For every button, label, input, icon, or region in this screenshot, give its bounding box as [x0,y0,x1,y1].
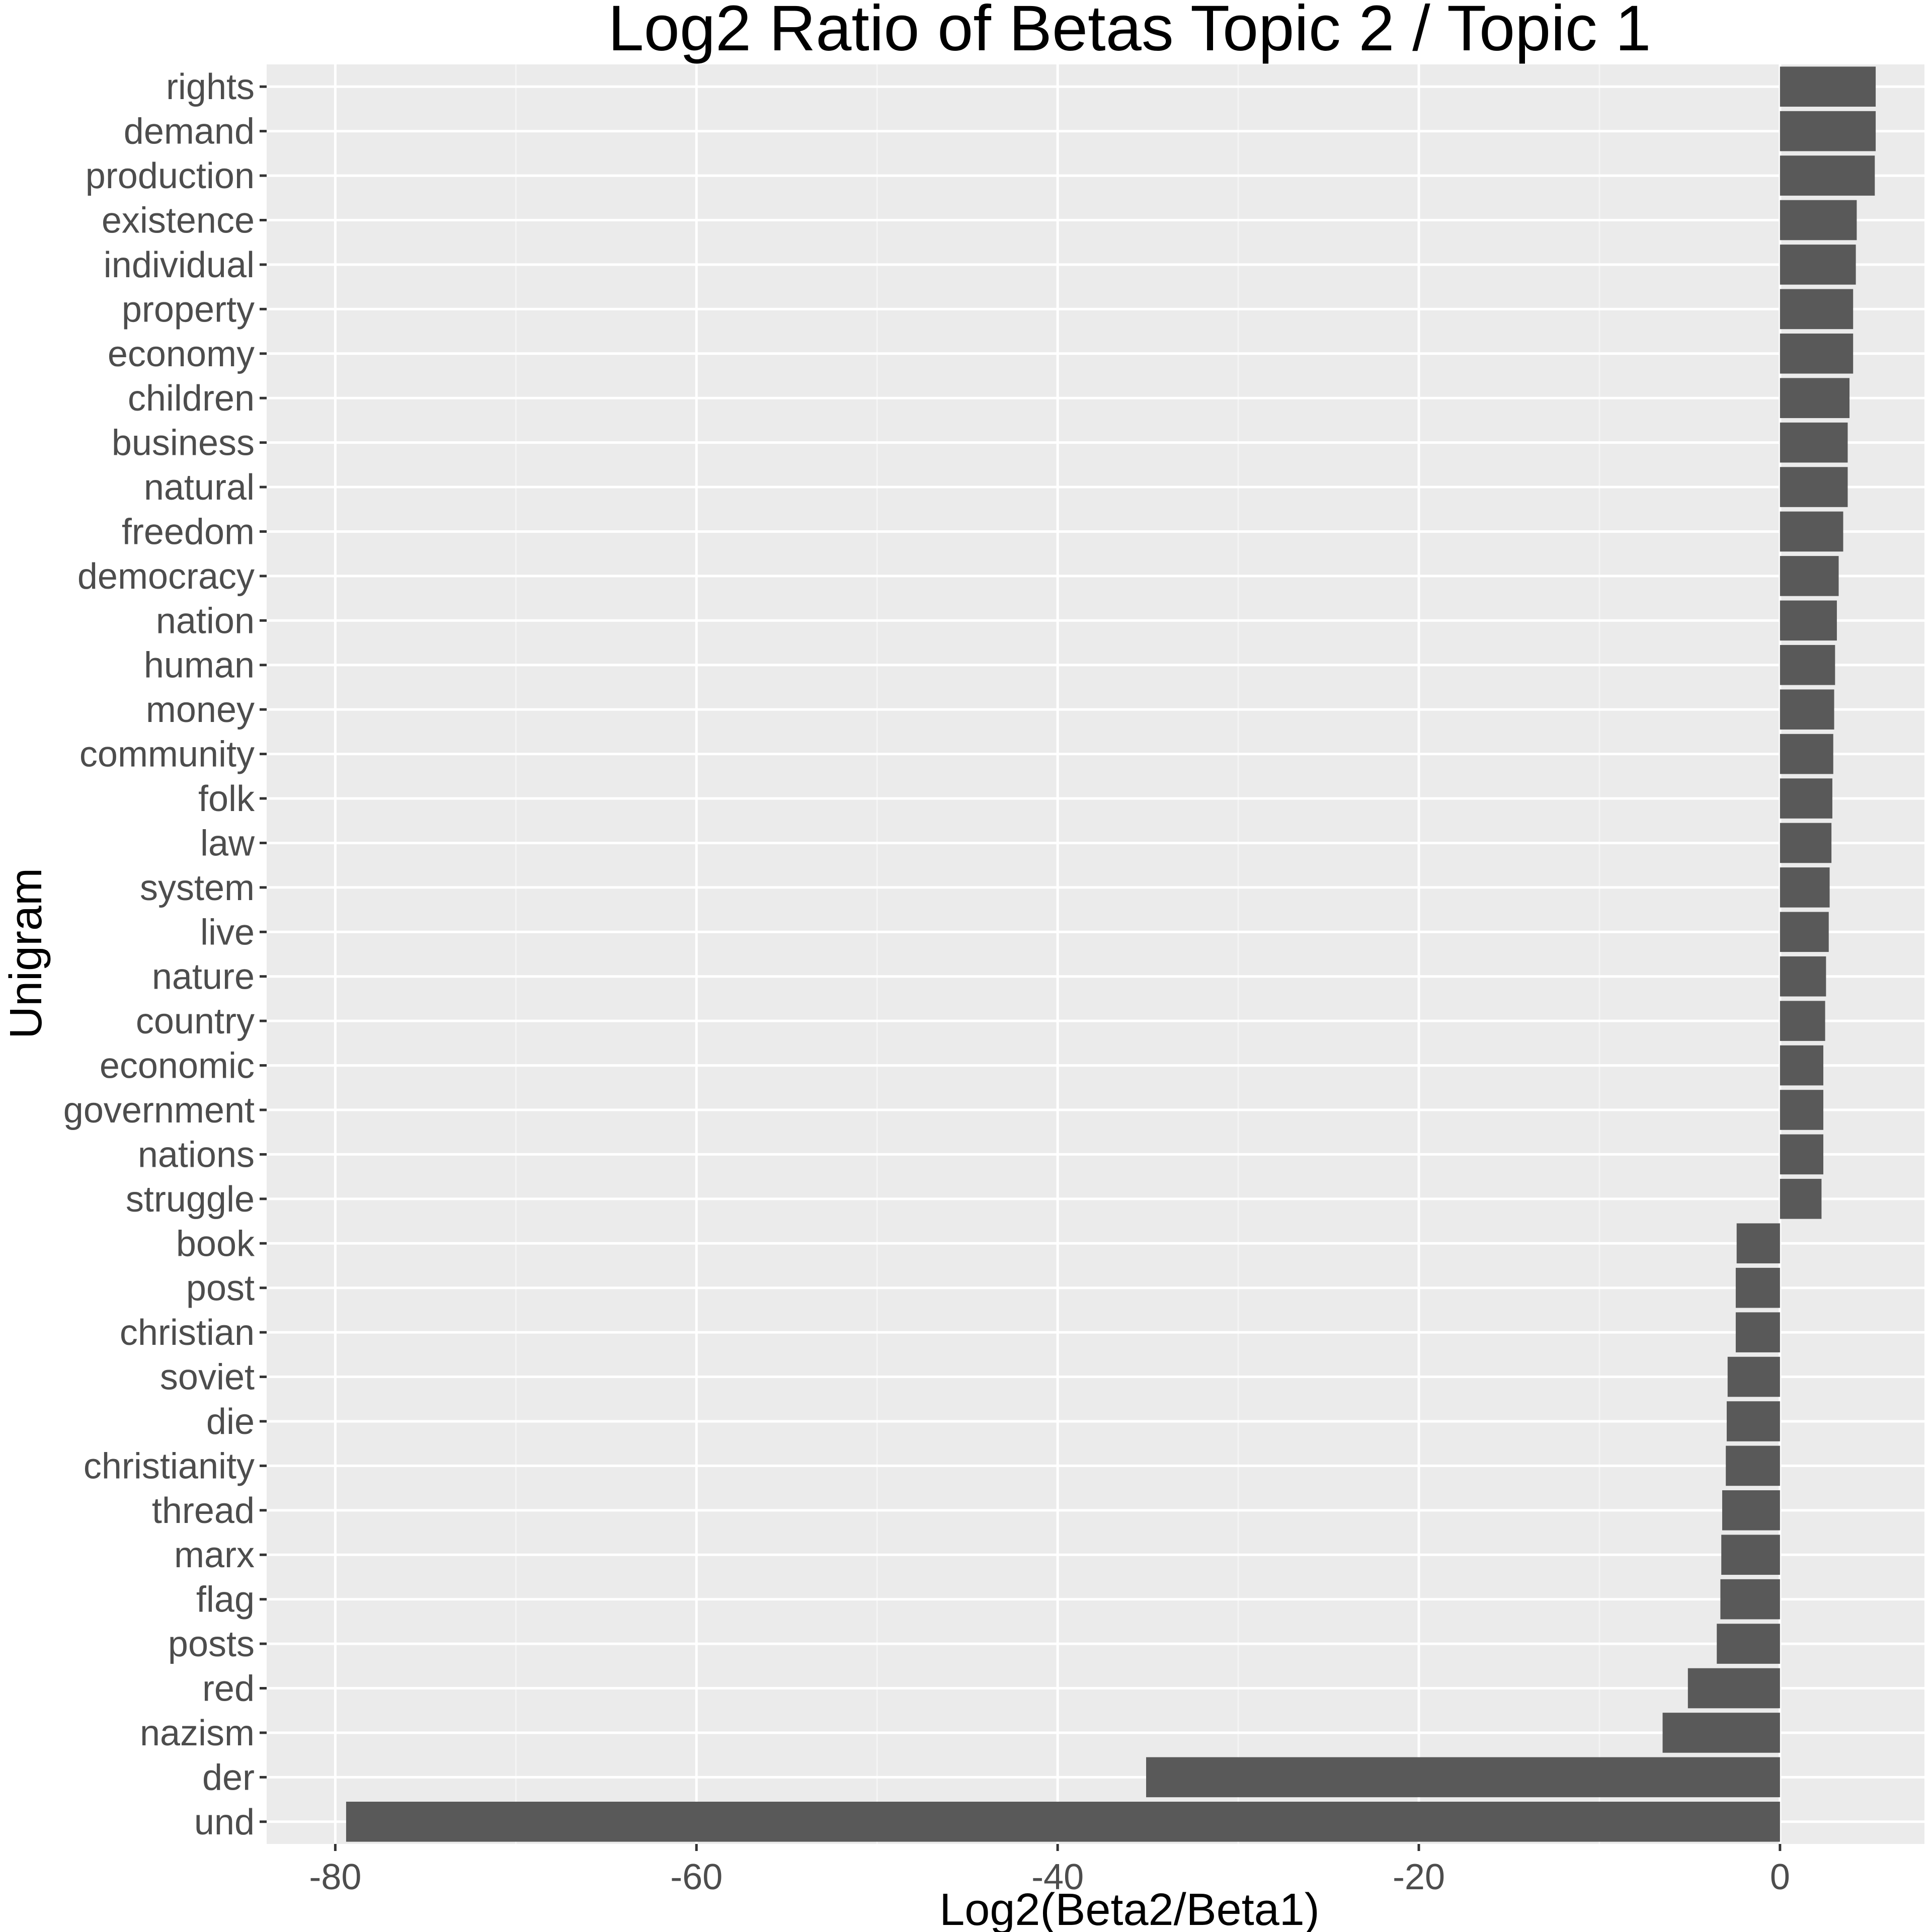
bar-human [1780,645,1835,685]
x-tick-label: -80 [309,1857,361,1897]
bar-book [1736,1223,1780,1264]
bar-property [1780,289,1854,330]
bar-economy [1780,333,1854,374]
y-tick-label-und: und [194,1802,255,1842]
y-tick-label-nations: nations [138,1135,255,1175]
bar-struggle [1780,1179,1822,1219]
y-tick-label-book: book [176,1224,255,1264]
y-tick-label-der: der [202,1757,255,1798]
y-tick-label-nation: nation [156,601,255,641]
y-tick-label-individual: individual [104,245,255,285]
y-tick-label-nature: nature [152,957,255,997]
y-tick-label-nazism: nazism [140,1713,255,1753]
bar-production [1780,155,1875,196]
bar-money [1780,689,1834,730]
y-tick-label-money: money [146,690,255,730]
y-tick-label-soviet: soviet [160,1357,255,1398]
y-tick-label-human: human [144,646,255,686]
bar-flag [1720,1579,1780,1620]
y-tick-label-property: property [122,289,255,330]
bar-folk [1780,778,1832,819]
y-tick-label-live: live [200,912,255,952]
bar-die [1726,1401,1780,1441]
bar-der [1146,1757,1780,1798]
y-tick-label-economy: economy [108,334,255,374]
y-tick-label-flag: flag [196,1580,255,1620]
y-tick-label-community: community [79,735,255,775]
plot-panel [267,64,1924,1844]
y-tick-label-democracy: democracy [77,556,255,597]
y-tick-label-production: production [86,156,255,196]
bar-individual [1780,245,1856,285]
bar-thread [1722,1490,1780,1531]
bar-red [1687,1668,1780,1709]
y-tick-label-rights: rights [166,67,255,107]
bar-christian [1735,1312,1780,1352]
bar-government [1780,1090,1823,1130]
y-tick-label-freedom: freedom [122,512,255,552]
y-tick-label-law: law [200,823,255,863]
bar-democracy [1780,556,1839,596]
x-tick-label: -20 [1393,1857,1445,1897]
bar-community [1780,734,1833,774]
bar-rights [1780,66,1876,107]
bar-business [1780,422,1848,463]
y-tick-label-business: business [112,423,255,463]
y-tick-label-christian: christian [120,1313,255,1353]
bar-economic [1780,1045,1823,1086]
y-tick-label-government: government [63,1090,255,1131]
bar-und [346,1801,1780,1842]
y-tick-label-die: die [206,1402,255,1442]
bar-system [1780,867,1830,908]
y-tick-label-post: post [186,1268,255,1309]
bar-natural [1780,467,1848,507]
bar-christianity [1726,1445,1780,1486]
y-tick-label-system: system [140,868,255,908]
x-tick-label: 0 [1770,1857,1790,1897]
x-tick-label: -40 [1031,1857,1084,1897]
y-tick-label-natural: natural [144,467,255,508]
y-tick-label-demand: demand [124,112,255,152]
bar-children [1780,378,1850,418]
y-tick-label-struggle: struggle [126,1179,255,1220]
y-tick-label-red: red [202,1669,255,1709]
bar-nations [1780,1134,1823,1175]
bar-demand [1780,111,1876,151]
bar-freedom [1780,511,1843,552]
y-tick-label-posts: posts [168,1624,255,1664]
bar-country [1780,1001,1825,1041]
y-tick-label-children: children [128,378,255,419]
bar-nature [1780,956,1826,997]
y-tick-label-economic: economic [100,1046,255,1086]
bar-law [1780,823,1832,863]
bar-live [1780,912,1829,952]
x-axis-title: Log2(Beta2/Beta1) [939,1885,1320,1932]
x-tick-label: -60 [670,1857,722,1897]
bar-soviet [1727,1356,1780,1397]
y-axis-title: Unigram [1,868,51,1039]
y-tick-label-country: country [136,1001,255,1041]
bar-posts [1717,1624,1780,1664]
y-tick-label-thread: thread [152,1491,255,1531]
bar-marx [1721,1535,1780,1575]
y-tick-label-christianity: christianity [84,1446,255,1486]
bar-existence [1780,200,1857,240]
chart-title: Log2 Ratio of Betas Topic 2 / Topic 1 [608,0,1651,64]
bar-post [1735,1267,1780,1308]
y-tick-label-folk: folk [198,779,255,819]
y-tick-label-existence: existence [102,200,255,240]
y-tick-label-marx: marx [174,1535,255,1575]
bar-nation [1780,600,1837,641]
bar-nazism [1662,1713,1780,1753]
